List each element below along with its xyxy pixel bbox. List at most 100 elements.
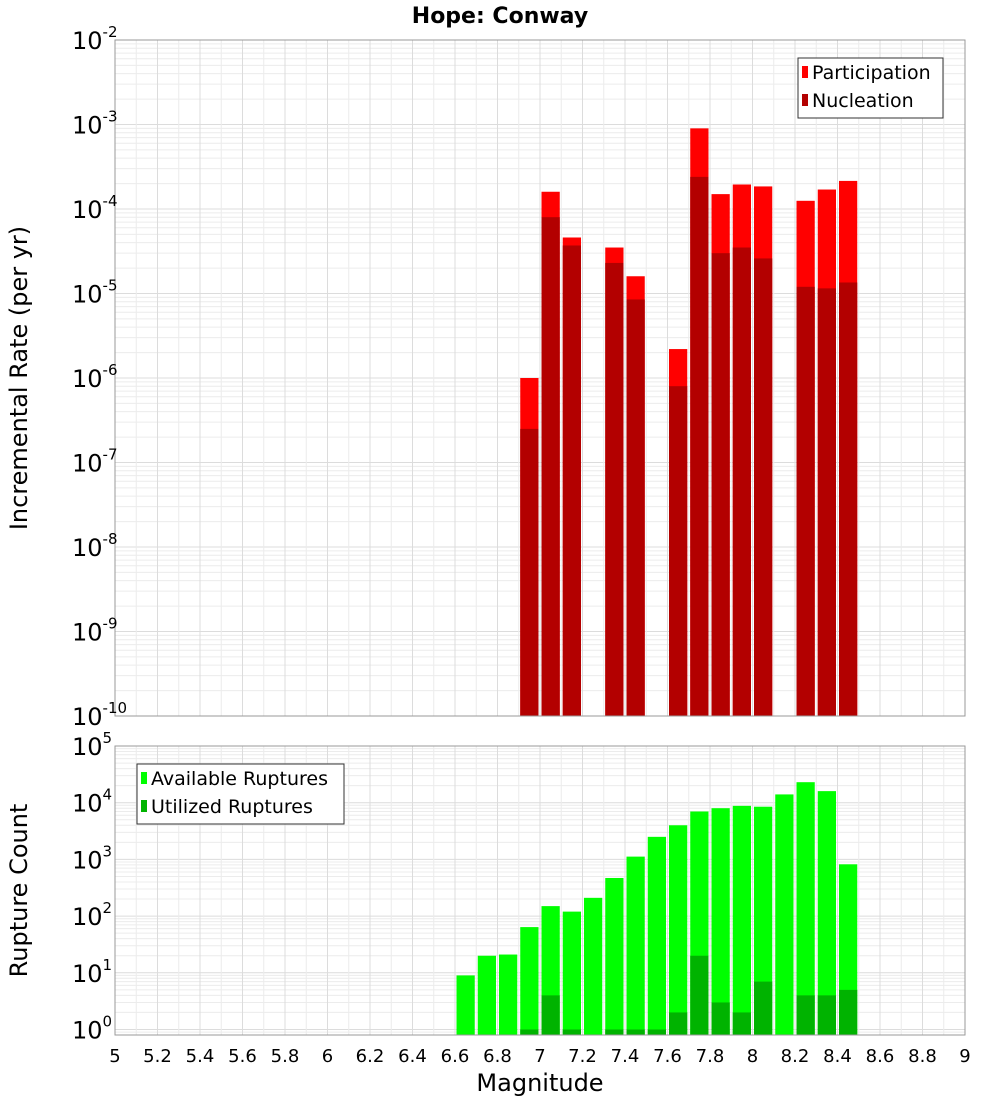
- bar-primary: [499, 954, 518, 1035]
- x-tick-label: 8.6: [866, 1046, 895, 1067]
- x-tick-label: 6.2: [356, 1046, 385, 1067]
- x-tick-label: 8: [747, 1046, 758, 1067]
- y-tick-label: 10-10: [72, 699, 127, 731]
- bar-primary: [605, 877, 624, 1035]
- x-tick-label: 5.2: [143, 1046, 172, 1067]
- top-y-axis-label: Incremental Rate (per yr): [5, 226, 33, 530]
- bar-primary: [647, 836, 666, 1035]
- y-tick-label: 10-5: [72, 277, 118, 309]
- bar-secondary: [839, 989, 858, 1035]
- bar-secondary: [732, 1012, 751, 1035]
- chart-title: Hope: Conway: [412, 4, 588, 29]
- x-tick-label: 7: [534, 1046, 545, 1067]
- bar-secondary: [605, 262, 624, 716]
- bar-primary: [732, 805, 751, 1035]
- bar-secondary: [626, 299, 645, 716]
- x-tick-label: 6: [322, 1046, 333, 1067]
- x-tick-label: 5.6: [228, 1046, 257, 1067]
- bottom-plot-frame: [114, 745, 966, 1036]
- bar-primary: [796, 782, 815, 1035]
- bar-primary: [669, 825, 688, 1035]
- y-tick-label: 102: [72, 899, 112, 931]
- bar-primary: [584, 897, 603, 1035]
- bar-secondary: [541, 995, 560, 1035]
- bar-secondary: [669, 1012, 688, 1035]
- bar-secondary: [711, 253, 730, 716]
- bar-secondary: [817, 288, 836, 716]
- x-tick-label: 7.4: [611, 1046, 640, 1067]
- top-bars: [520, 128, 858, 717]
- top-gridlines: [114, 39, 966, 717]
- bar-primary: [626, 856, 645, 1035]
- legend-swatch: [802, 94, 808, 106]
- bottom-legend: Available Ruptures Utilized Ruptures: [136, 763, 345, 825]
- x-tick-label: 9: [959, 1046, 970, 1067]
- bar-secondary: [754, 981, 773, 1035]
- legend-swatch: [802, 66, 808, 78]
- bar-secondary: [605, 1029, 624, 1035]
- x-tick-label: 8.4: [823, 1046, 852, 1067]
- y-tick-label: 100: [72, 1013, 112, 1045]
- bar-secondary: [562, 245, 581, 717]
- x-tick-label: 6.8: [483, 1046, 512, 1067]
- bottom-bars: [456, 782, 858, 1035]
- bar-secondary: [626, 1029, 645, 1035]
- bar-primary: [456, 975, 475, 1035]
- y-tick-label: 101: [72, 956, 112, 988]
- y-tick-label: 10-2: [72, 23, 118, 55]
- bar-secondary: [732, 247, 751, 716]
- bar-primary: [817, 791, 836, 1035]
- bar-secondary: [520, 1029, 539, 1035]
- bar-secondary: [690, 955, 709, 1035]
- y-tick-label: 10-7: [72, 446, 118, 478]
- x-tick-label: 7.2: [568, 1046, 597, 1067]
- bar-secondary: [817, 995, 836, 1035]
- y-tick-label: 10-4: [72, 192, 118, 224]
- bar-primary: [477, 955, 496, 1035]
- bar-secondary: [562, 1029, 581, 1035]
- x-tick-label: 8.8: [908, 1046, 937, 1067]
- x-tick-label: 7.6: [653, 1046, 682, 1067]
- bottom-y-axis-label: Rupture Count: [5, 804, 33, 978]
- legend-label: Nucleation: [812, 90, 914, 112]
- bar-secondary: [711, 1002, 730, 1035]
- bar-secondary: [690, 176, 709, 717]
- x-tick-label: 7.8: [696, 1046, 725, 1067]
- bar-secondary: [796, 286, 815, 716]
- legend-swatch: [141, 772, 147, 784]
- x-tick-labels: 5 5.2 5.4 5.6 5.8 6 6.2 6.4 6.6 6.8 7 7.2 7.4 7.6 7.8 8…: [109, 1046, 970, 1067]
- legend-box: [797, 57, 944, 119]
- top-plot-frame: [114, 39, 966, 717]
- y-tick-label: 103: [72, 842, 112, 874]
- x-tick-label: 6.4: [398, 1046, 427, 1067]
- top-legend: Participation Nucleation: [797, 57, 944, 119]
- bar-primary: [711, 808, 730, 1035]
- bottom-plot-panel: 100 101 102 103 104 105 5 5.2 5.4 5.6 5.8 6 6.2 6.4 6…: [5, 729, 971, 1097]
- x-tick-label: 5.8: [271, 1046, 300, 1067]
- y-tick-label: 10-3: [72, 108, 118, 140]
- x-tick-label: 5: [109, 1046, 120, 1067]
- bar-secondary: [647, 1029, 666, 1035]
- top-y-tick-labels: 10-10 10-9 10-8 10-7 10-6 10-5 10-4 10-3 10-2: [72, 23, 127, 731]
- x-axis-label: Magnitude: [476, 1069, 603, 1097]
- bottom-y-tick-labels: 100 101 102 103 104 105: [72, 729, 112, 1045]
- bar-primary: [562, 911, 581, 1035]
- x-tick-label: 8.2: [781, 1046, 810, 1067]
- y-tick-label: 10-6: [72, 361, 118, 393]
- bar-secondary: [839, 282, 858, 716]
- bar-primary: [754, 806, 773, 1035]
- y-tick-label: 104: [72, 786, 112, 818]
- bar-secondary: [754, 258, 773, 716]
- legend-swatch: [141, 800, 147, 812]
- bar-secondary: [669, 386, 688, 716]
- y-tick-label: 10-9: [72, 615, 118, 647]
- y-tick-label: 10-8: [72, 530, 118, 562]
- bar-primary: [775, 794, 794, 1035]
- x-tick-label: 5.4: [186, 1046, 215, 1067]
- legend-label: Available Ruptures: [151, 768, 328, 790]
- legend-box: [136, 763, 345, 825]
- bar-secondary: [541, 217, 560, 716]
- top-plot-panel: 10-10 10-9 10-8 10-7 10-6 10-5 10-4 10-3 10-2 In…: [5, 23, 966, 731]
- bar-primary: [520, 927, 539, 1035]
